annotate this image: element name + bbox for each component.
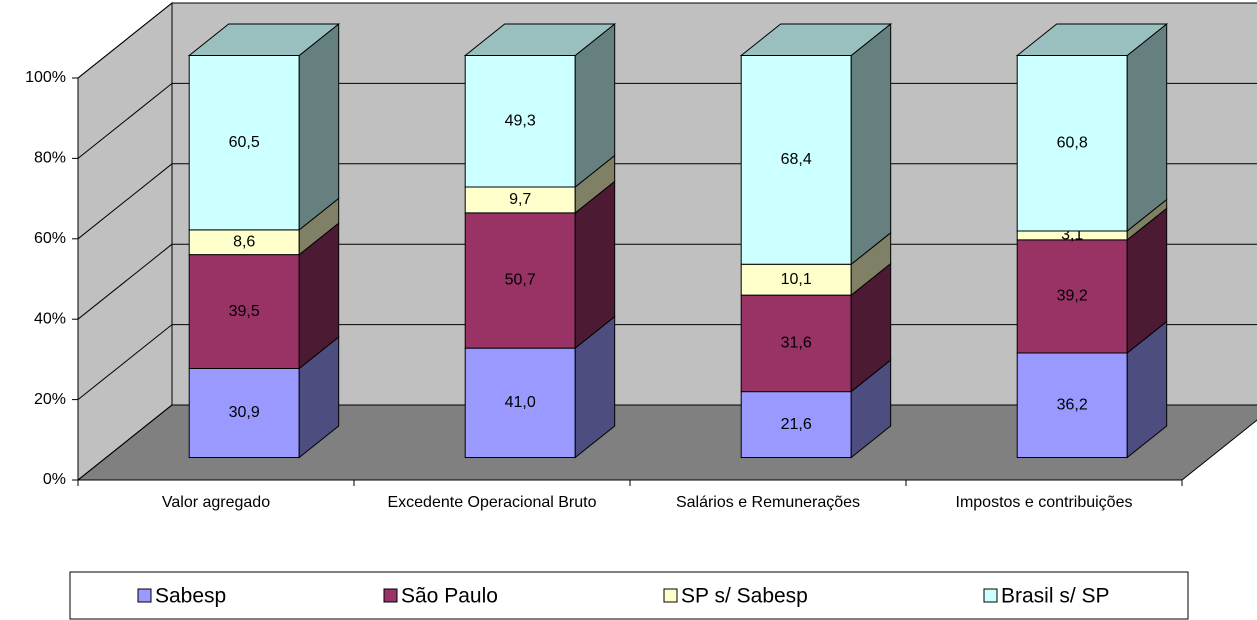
data-label: 30,9	[229, 404, 260, 421]
bar-top	[1015, 23, 1169, 56]
bar-side	[1126, 22, 1168, 232]
bar-top	[739, 23, 893, 56]
bar-top	[187, 23, 341, 56]
legend-label: SP s/ Sabesp	[681, 585, 808, 608]
bar	[464, 180, 616, 350]
bar	[740, 231, 892, 297]
grid-line	[77, 163, 173, 240]
data-label: 21,6	[781, 416, 812, 433]
bar	[464, 315, 616, 459]
bar	[1016, 207, 1168, 355]
y-tick-label: 60%	[34, 230, 66, 247]
data-label: 60,8	[1057, 134, 1088, 151]
data-label: 60,5	[229, 134, 260, 151]
grid-line	[77, 2, 173, 79]
grid-line	[77, 404, 173, 481]
bar	[1015, 22, 1169, 232]
data-label: 68,4	[781, 151, 812, 168]
bar	[188, 335, 340, 459]
data-label: 36,2	[1057, 396, 1088, 413]
bar	[740, 359, 892, 459]
legend-label: Sabesp	[155, 585, 226, 608]
x-tick-label: Impostos e contribuições	[955, 494, 1133, 511]
legend-label: Brasil s/ SP	[1001, 585, 1110, 608]
data-label: 39,2	[1057, 288, 1088, 305]
bar	[464, 154, 616, 214]
data-label: 49,3	[505, 112, 536, 129]
data-label: 41,0	[505, 394, 536, 411]
bar-top	[463, 23, 617, 56]
bar	[739, 22, 893, 266]
data-label: 10,1	[781, 271, 812, 288]
legend-swatch	[983, 588, 998, 603]
bar	[463, 22, 617, 189]
legend-swatch	[383, 588, 398, 603]
y-tick-label: 20%	[34, 391, 66, 408]
x-tick-label: Excedente Operacional Bruto	[387, 494, 597, 511]
bar-side	[298, 22, 340, 231]
y-tick-label: 100%	[25, 69, 66, 86]
side-wall	[77, 1, 173, 482]
bar	[1016, 198, 1168, 241]
y-tick-label: 40%	[34, 310, 66, 327]
data-label: 9,7	[509, 191, 531, 208]
data-label: 31,6	[781, 335, 812, 352]
bar	[740, 262, 892, 393]
data-label: 39,5	[229, 303, 260, 320]
y-tick-label: 80%	[34, 150, 66, 167]
y-tick-label: 0%	[43, 471, 66, 488]
legend-swatch	[137, 588, 152, 603]
grid-line	[77, 243, 173, 320]
legend-label: São Paulo	[401, 585, 498, 608]
data-label: 8,6	[233, 233, 255, 250]
bar	[188, 197, 340, 256]
bar	[188, 222, 340, 370]
bar-side	[850, 22, 892, 266]
x-tick-label: Salários e Remunerações	[675, 494, 861, 511]
legend-swatch	[663, 588, 678, 603]
x-tick-label: Valor agregado	[161, 494, 271, 511]
grid-line	[77, 83, 173, 159]
data-label: 50,7	[505, 272, 536, 289]
bar	[187, 22, 341, 231]
legend	[69, 571, 1189, 620]
bar	[1016, 320, 1168, 459]
grid-line	[77, 324, 173, 400]
